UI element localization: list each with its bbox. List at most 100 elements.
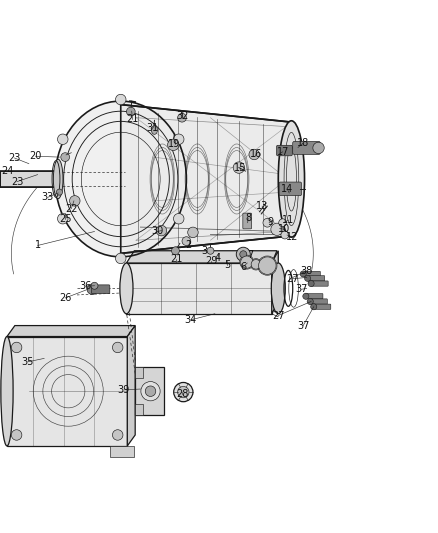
Text: 27: 27: [272, 311, 285, 320]
Ellipse shape: [278, 121, 304, 237]
Circle shape: [304, 275, 311, 281]
Circle shape: [127, 107, 135, 116]
Text: 25: 25: [59, 214, 71, 224]
Circle shape: [113, 342, 123, 353]
Circle shape: [145, 386, 156, 397]
Circle shape: [70, 196, 80, 206]
Text: 29: 29: [205, 256, 218, 266]
Text: 7: 7: [247, 249, 253, 260]
Circle shape: [174, 383, 193, 402]
Circle shape: [240, 251, 247, 258]
Circle shape: [173, 134, 184, 144]
Circle shape: [173, 213, 184, 224]
Circle shape: [233, 162, 244, 173]
Text: 30: 30: [151, 227, 163, 237]
Circle shape: [236, 247, 250, 261]
Bar: [135, 405, 143, 415]
Circle shape: [250, 259, 261, 270]
Circle shape: [313, 142, 324, 154]
Circle shape: [279, 219, 286, 227]
FancyBboxPatch shape: [243, 213, 251, 229]
Text: 19: 19: [169, 139, 181, 149]
Text: 20: 20: [29, 151, 42, 161]
Text: 27: 27: [286, 274, 299, 284]
Polygon shape: [7, 326, 135, 336]
Text: 23: 23: [11, 176, 23, 187]
Circle shape: [57, 134, 68, 144]
Circle shape: [113, 430, 123, 440]
Text: 33: 33: [42, 192, 54, 203]
Polygon shape: [272, 251, 278, 314]
Circle shape: [11, 342, 22, 353]
Bar: [135, 367, 143, 378]
FancyBboxPatch shape: [310, 299, 327, 304]
Circle shape: [116, 94, 126, 105]
Text: 23: 23: [8, 153, 21, 163]
Polygon shape: [127, 263, 272, 314]
Circle shape: [258, 257, 276, 274]
Text: 37: 37: [297, 320, 309, 330]
Circle shape: [251, 260, 261, 269]
Text: 11: 11: [282, 215, 294, 225]
Ellipse shape: [53, 159, 63, 199]
FancyBboxPatch shape: [313, 304, 331, 309]
Text: 15: 15: [234, 163, 247, 173]
Text: 10: 10: [278, 224, 290, 235]
Circle shape: [207, 247, 214, 254]
Text: 4: 4: [215, 253, 221, 263]
Text: 8: 8: [245, 213, 251, 223]
Ellipse shape: [152, 126, 158, 134]
Text: 17: 17: [276, 147, 289, 157]
Text: 34: 34: [185, 315, 197, 325]
FancyBboxPatch shape: [307, 276, 325, 281]
Text: 13: 13: [256, 201, 268, 211]
Ellipse shape: [1, 336, 13, 446]
Circle shape: [240, 256, 253, 268]
Circle shape: [307, 298, 313, 304]
Text: 21: 21: [127, 115, 139, 125]
Circle shape: [57, 189, 63, 195]
Circle shape: [172, 247, 180, 255]
Polygon shape: [127, 326, 135, 446]
Ellipse shape: [120, 263, 133, 314]
Circle shape: [258, 256, 277, 275]
Polygon shape: [135, 367, 164, 415]
Circle shape: [281, 231, 289, 239]
Circle shape: [57, 213, 68, 224]
Text: 2: 2: [185, 240, 192, 251]
Circle shape: [303, 293, 309, 300]
Circle shape: [308, 280, 314, 287]
Text: 14: 14: [281, 184, 293, 195]
FancyBboxPatch shape: [305, 294, 323, 299]
Circle shape: [116, 253, 126, 264]
FancyBboxPatch shape: [279, 182, 301, 196]
Circle shape: [178, 386, 189, 398]
Polygon shape: [7, 336, 127, 446]
Circle shape: [178, 114, 187, 122]
Text: 26: 26: [59, 293, 71, 303]
Circle shape: [188, 227, 198, 238]
Circle shape: [311, 304, 317, 310]
Circle shape: [168, 139, 179, 150]
Text: 1: 1: [35, 240, 41, 251]
FancyBboxPatch shape: [311, 281, 328, 286]
FancyBboxPatch shape: [303, 271, 320, 277]
Text: 9: 9: [268, 217, 274, 227]
Text: 21: 21: [170, 254, 183, 264]
Text: 3: 3: [201, 246, 207, 256]
Circle shape: [300, 271, 306, 277]
Text: 31: 31: [147, 123, 159, 133]
Text: 38: 38: [300, 266, 313, 276]
Polygon shape: [127, 251, 277, 263]
Text: 18: 18: [297, 138, 309, 148]
Circle shape: [271, 223, 283, 236]
Circle shape: [141, 382, 160, 401]
Polygon shape: [121, 104, 291, 253]
Circle shape: [240, 255, 254, 269]
Circle shape: [61, 153, 70, 161]
Text: 32: 32: [176, 111, 188, 122]
Text: 37: 37: [295, 284, 307, 294]
Text: 36: 36: [80, 281, 92, 291]
FancyBboxPatch shape: [92, 285, 110, 294]
Circle shape: [156, 225, 167, 236]
